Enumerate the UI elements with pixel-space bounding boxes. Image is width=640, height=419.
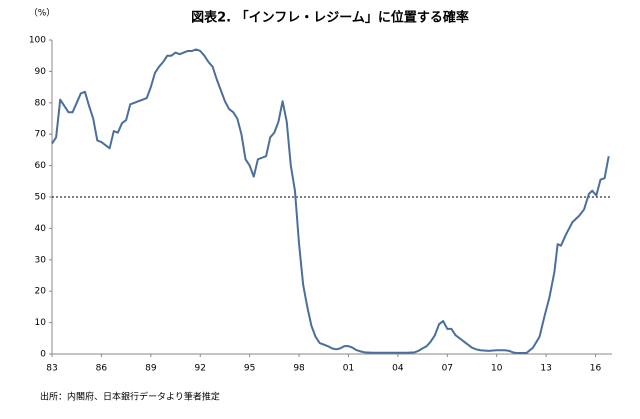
x-tick-label: 83: [46, 364, 57, 374]
y-tick-label: 60: [35, 161, 47, 171]
y-tick-label: 40: [35, 224, 47, 234]
x-tick-label: 16: [590, 364, 602, 374]
y-tick-label: 20: [35, 287, 47, 297]
x-tick-label: 07: [442, 364, 453, 374]
y-tick-label: 10: [35, 318, 47, 328]
x-tick-label: 98: [293, 364, 305, 374]
x-tick-label: 13: [540, 364, 551, 374]
x-tick-label: 92: [195, 364, 206, 374]
data-line: [51, 48, 610, 355]
y-tick-label: 80: [35, 98, 47, 108]
x-tick-label: 10: [491, 364, 503, 374]
x-tick-label: 86: [96, 364, 108, 374]
chart-title: 図表2. 「インフレ・レジーム」に位置する確率: [191, 10, 469, 26]
x-tick-label: 04: [392, 364, 404, 374]
x-tick-label: 01: [343, 364, 354, 374]
x-tick-label: 89: [145, 364, 157, 374]
source-note: 出所：内閣府、日本銀行データより筆者推定: [40, 391, 220, 403]
y-tick-label: 70: [35, 130, 47, 140]
y-tick-label: 0: [40, 350, 46, 360]
y-tick-label: 50: [35, 193, 47, 203]
y-tick-label: 30: [35, 255, 47, 265]
y-tick-label: 100: [29, 36, 46, 46]
x-tick-label: 95: [244, 364, 255, 374]
y-axis-label: （%）: [29, 8, 56, 19]
y-tick-label: 90: [35, 67, 47, 77]
